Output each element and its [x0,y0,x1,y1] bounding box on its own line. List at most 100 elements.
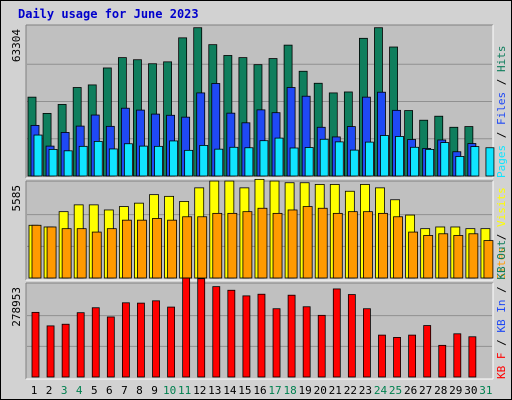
bar-sites [137,220,146,278]
bar-pages [320,139,328,176]
legend-entry: / [495,280,508,300]
x-tick-label: 3 [61,384,68,397]
bar-sites [333,213,342,278]
bar-pages [94,141,102,176]
bar-kbf [198,279,205,377]
legend-entry: / [495,333,508,353]
bar-kbf [92,308,99,377]
bar-kbf [454,334,461,377]
bar-pages [486,148,494,176]
bar-kbf [469,337,476,377]
bar-pages [200,145,208,176]
x-tick-label: 24 [374,384,388,397]
bar-sites [77,229,86,278]
bar-pages [230,147,238,176]
bar-pages [215,149,223,176]
x-tick-label: 22 [344,384,357,397]
bar-pages [305,148,313,176]
bar-pages [426,149,434,176]
legend-entry: Files [495,92,508,125]
bar-sites [348,212,357,278]
x-tick-label: 20 [314,384,327,397]
x-tick-label: 30 [464,384,477,397]
bar-kbf [122,303,129,377]
bar-pages [64,151,72,176]
bar-kbf [258,294,265,377]
bar-pages [79,146,87,176]
x-tick-label: 1 [31,384,38,397]
legend-entry: Pages [495,145,508,178]
bar-kbf [213,287,220,377]
x-tick-label: 17 [268,384,281,397]
bar-kbf [168,307,175,377]
x-tick-label: 21 [329,384,342,397]
bar-sites [484,241,493,278]
series-legend: KB F / KB In / KB Out [495,240,508,379]
x-tick-label: 13 [208,384,221,397]
bar-sites [153,218,162,278]
max-label: 278953 [10,287,23,327]
x-tick-label: 29 [449,384,462,397]
bar-kbf [62,324,69,377]
bar-kbf [77,313,84,377]
x-tick-label: 23 [359,384,372,397]
legend-entry: / [495,125,508,145]
x-tick-label: 27 [419,384,432,397]
x-tick-label: 18 [283,384,296,397]
x-tick-label: 15 [238,384,251,397]
bar-sites [318,208,327,278]
x-tick-label: 12 [193,384,206,397]
bar-kbf [137,303,144,377]
x-tick-label: 25 [389,384,402,397]
bar-pages [139,146,147,176]
bar-kbf [243,296,250,377]
x-tick-label: 11 [178,384,191,397]
bar-kbf [363,309,370,377]
bar-kbf [273,309,280,377]
bar-sites [32,225,41,278]
bar-pages [124,144,132,176]
bar-pages [365,142,373,176]
bar-pages [411,147,419,176]
bar-sites [363,212,372,278]
max-label: 5585 [10,185,23,212]
panel-1: 63304 Pages / Files / Hits [10,25,508,178]
bar-kbf [107,317,114,377]
bar-sites [258,208,267,278]
bar-sites [107,229,116,278]
bar-sites [409,232,418,278]
bar-kbf [378,335,385,377]
legend-entry: / [495,72,508,92]
bar-kbf [288,295,295,377]
x-tick-label: 26 [404,384,417,397]
bar-pages [380,136,388,176]
bar-pages [170,141,178,176]
bar-kbf [409,335,416,377]
bar-sites [122,220,131,278]
legend-entry: KB F [495,353,508,380]
bar-pages [350,150,358,176]
bar-kbf [333,289,340,377]
bar-pages [155,146,163,176]
bar-sites [228,213,237,278]
bar-pages [34,135,42,176]
bar-sites [439,234,448,278]
bar-kbf [424,326,431,377]
bar-sites [454,235,463,278]
x-tick-label: 31 [479,384,492,397]
bar-pages [260,141,268,176]
x-tick-label: 9 [151,384,158,397]
legend-entry: Hits [495,46,508,73]
bar-kbf [47,326,54,377]
series-legend: Pages / Files / Hits [495,46,508,179]
bar-pages [109,149,117,176]
bar-pages [441,143,449,176]
bar-sites [92,232,101,278]
bar-kbf [183,278,190,377]
x-tick-label: 10 [163,384,176,397]
x-tick-label: 19 [299,384,312,397]
bar-kbf [318,315,325,377]
bar-sites [62,229,71,278]
bar-pages [471,147,479,176]
bar-sites [394,217,403,278]
